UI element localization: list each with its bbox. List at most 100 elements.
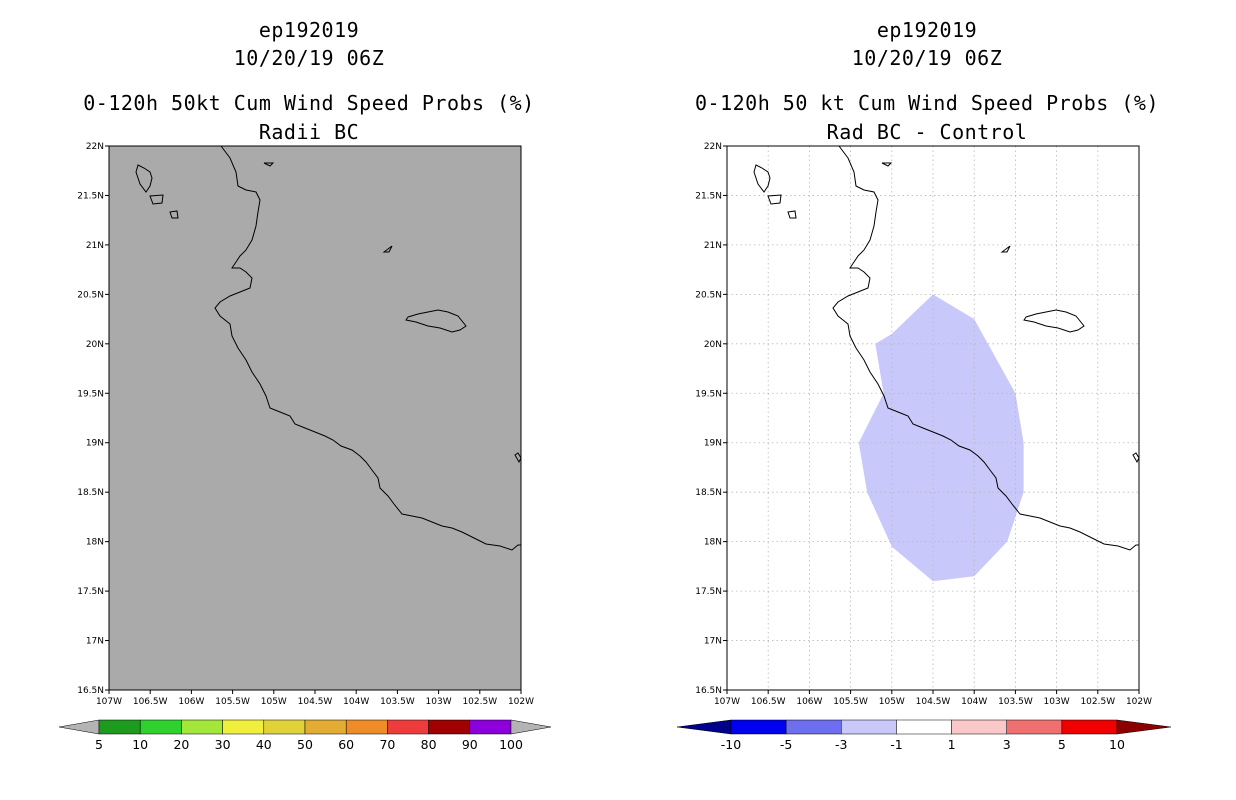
right-lat-label: 18.5N [695, 488, 722, 498]
left-product-title: 0-120h 50kt Cum Wind Speed Probs (%) [83, 91, 535, 115]
left-map: 22N 21.5N 21N 20.5N 20N 19.5N 19N 18.5N 18N 17.5N… [77, 142, 534, 707]
left-island-0 [135, 164, 153, 193]
left-island-1 [149, 194, 164, 205]
right-colorbar-swatch [730, 719, 787, 735]
left-colorbar-label: 30 [215, 737, 231, 752]
right-lon-label: 104.5W [916, 697, 951, 707]
right-lon-label: 106W [796, 697, 822, 707]
left-lat-label: 18.5N [77, 488, 104, 498]
right-lon-label: 104W [961, 697, 987, 707]
left-lon-label: 105.5W [215, 697, 250, 707]
left-colorbar-swatch [469, 719, 512, 735]
right-lon-label: 102.5W [1080, 697, 1115, 707]
left-lat-label: 21N [86, 241, 104, 251]
left-colorbar-high-arrow [510, 719, 552, 735]
left-datetime: 10/20/19 06Z [233, 46, 385, 70]
left-island-5 [405, 309, 467, 333]
right-lat-label: 17N [704, 637, 722, 647]
left-colorbar-swatch [387, 719, 429, 735]
left-colorbar-label: 90 [462, 737, 478, 752]
left-lat-label: 19N [86, 439, 104, 449]
left-lon-label: 102W [508, 697, 534, 707]
left-colorbar-low-arrow [58, 719, 100, 735]
left-colorbar-label: 20 [173, 737, 189, 752]
left-lon-label: 104W [343, 697, 369, 707]
right-island-1 [767, 194, 782, 205]
left-colorbar-label: 100 [499, 737, 523, 752]
right-subtitle: Rad BC - Control [826, 120, 1028, 144]
left-island-2 [169, 210, 179, 219]
right-map: 22N 21.5N 21N 20.5N 20N 19.5N 19N 18.5N 18N 17.5N… [695, 142, 1152, 707]
left-storm-id: ep192019 [258, 18, 360, 42]
right-coastline [832, 145, 1139, 551]
right-lon-label: 103W [1044, 697, 1070, 707]
right-lat-label: 20N [704, 340, 722, 350]
right-lon-label: 105W [879, 697, 905, 707]
left-lon-label: 106.5W [133, 697, 168, 707]
right-colorbar-swatch [1061, 719, 1118, 735]
left-colorbar-label: 50 [297, 737, 313, 752]
right-colorbar-low-arrow [676, 719, 732, 735]
right-lon-label: 103.5W [998, 697, 1033, 707]
right-colorbar-swatch [951, 719, 1007, 735]
left-lat-label: 17.5N [77, 587, 104, 597]
left-lat-label: 19.5N [77, 389, 104, 399]
left-colorbar-label: 40 [256, 737, 272, 752]
right-colorbar-high-arrow [1116, 719, 1172, 735]
left-panel: ep192019 10/20/19 06Z 0-120h 50kt Cum Wi… [58, 18, 552, 752]
right-colorbar-label: -1 [890, 737, 902, 752]
left-lat-label: 20.5N [77, 290, 104, 300]
right-island-2 [787, 210, 797, 219]
right-lon-label: 107W [714, 697, 740, 707]
left-colorbar-swatch [222, 719, 265, 735]
right-lat-label: 22N [704, 142, 722, 152]
right-island-5 [1023, 309, 1085, 333]
right-colorbar-label: 1 [948, 737, 956, 752]
right-colorbar-label: 5 [1058, 737, 1066, 752]
left-colorbar-swatch [263, 719, 306, 735]
right-island-3 [881, 162, 893, 167]
right-lat-label: 21N [704, 241, 722, 251]
left-lon-label: 102.5W [462, 697, 497, 707]
left-lat-label: 16.5N [77, 686, 104, 696]
left-lon-label: 103.5W [380, 697, 415, 707]
right-datetime: 10/20/19 06Z [851, 46, 1003, 70]
right-lon-label: 106.5W [751, 697, 786, 707]
right-lat-label: 20.5N [695, 290, 722, 300]
right-colorbar-label: -5 [780, 737, 792, 752]
left-plot-area [109, 146, 521, 690]
left-colorbar: 5 10 20 30 40 50 60 70 80 90 100 [58, 719, 552, 752]
left-colorbar-label: 60 [338, 737, 354, 752]
right-lat-label: 19N [704, 439, 722, 449]
left-colorbar-swatch [181, 719, 223, 735]
right-colorbar-swatch [896, 719, 952, 735]
left-lon-label: 106W [178, 697, 204, 707]
left-colorbar-label: 5 [95, 737, 103, 752]
right-colorbar-swatch [1006, 719, 1063, 735]
right-colorbar: -10 -5 -3 -1 1 3 5 10 [676, 719, 1172, 752]
left-colorbar-swatch [98, 719, 141, 735]
left-lat-label: 21.5N [77, 191, 104, 201]
right-panel: ep192019 10/20/19 06Z 0-120h 50 kt Cum W… [618, 0, 1236, 800]
left-lon-label: 103W [426, 697, 452, 707]
right-lat-label: 17.5N [695, 587, 722, 597]
left-colorbar-swatch [139, 719, 182, 735]
right-lat-label: 16.5N [695, 686, 722, 696]
left-colorbar-label: 80 [421, 737, 437, 752]
left-coastline [214, 145, 521, 551]
left-lat-label: 20N [86, 340, 104, 350]
left-lat-label: 17N [86, 637, 104, 647]
right-colorbar-label: -10 [721, 737, 741, 752]
right-product-title: 0-120h 50 kt Cum Wind Speed Probs (%) [694, 91, 1160, 115]
right-colorbar-label: -3 [835, 737, 847, 752]
right-colorbar-swatch [785, 719, 842, 735]
right-gridlines [727, 146, 1139, 690]
left-lat-label: 22N [86, 142, 104, 152]
left-lon-label: 104.5W [298, 697, 333, 707]
right-lat-label: 18N [704, 538, 722, 548]
left-colorbar-label: 10 [132, 737, 148, 752]
right-storm-id: ep192019 [876, 18, 978, 42]
right-lat-label: 19.5N [695, 389, 722, 399]
left-subtitle: Radii BC [258, 120, 360, 144]
left-lon-label: 105W [261, 697, 287, 707]
